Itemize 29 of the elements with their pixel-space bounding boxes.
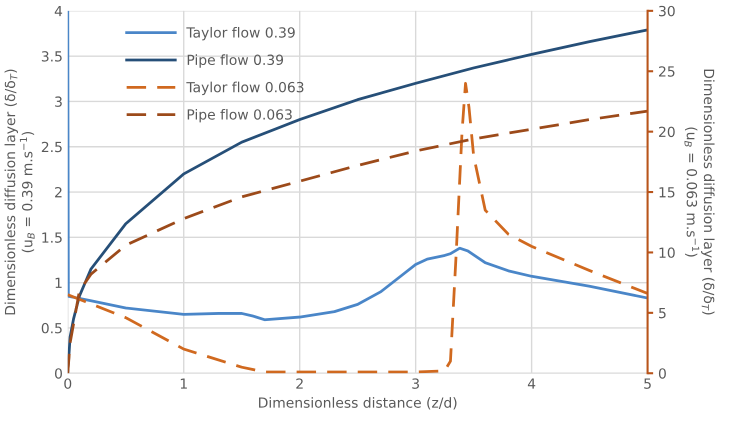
- y-tick-label: 2.5: [42, 142, 62, 152]
- x-tick-label: 3: [412, 378, 419, 389]
- y2-tick-label: 30: [659, 6, 675, 16]
- legend-label: Taylor flow 0.063: [186, 82, 304, 96]
- legend-label: Pipe flow 0.063: [188, 108, 292, 122]
- y-tick-label: 1: [56, 278, 62, 288]
- text: Dimensionless diffusion layer (δ/δ$_{T}$) (u$_{B}$ = 0.39 m.s$^{−1}$): [4, 70, 35, 314]
- y-tick-label: 4: [54, 6, 62, 16]
- text: Dimensionless diffusion layer (δ/δ$_{T}$) (u$_{B}$ = 0.063 m.s$^{−1}$): [684, 70, 715, 315]
- y2-tick-label: 20: [659, 126, 675, 138]
- y-tick-label: 3.5: [42, 51, 62, 62]
- y-tick-label: 1.5: [42, 232, 62, 243]
- y2-tick-label: 0: [658, 368, 666, 379]
- x-tick-label: 2: [296, 378, 303, 389]
- y-tick-label: 2: [55, 187, 62, 198]
- legend-label: Pipe flow 0.39: [188, 54, 284, 68]
- y2-tick-label: 25: [659, 66, 674, 77]
- x-tick-label: 4: [528, 378, 536, 389]
- y-tick-label: 3: [55, 96, 62, 107]
- y-tick-label: 0.5: [42, 322, 62, 334]
- y2-tick-label: 10: [660, 247, 675, 258]
- x-tick-label: 5: [644, 378, 651, 389]
- x-tick-label: 0: [64, 378, 72, 389]
- legend-label: Taylor flow 0.39: [186, 26, 295, 40]
- x-tick-label: 1: [180, 378, 187, 389]
- y2-tick-label: 15: [660, 187, 674, 198]
- y-tick-label: 0: [54, 368, 62, 379]
- y2-tick-label: 5: [659, 308, 666, 318]
- x-axis-title: Dimensionless distance (z/d): [259, 397, 456, 410]
